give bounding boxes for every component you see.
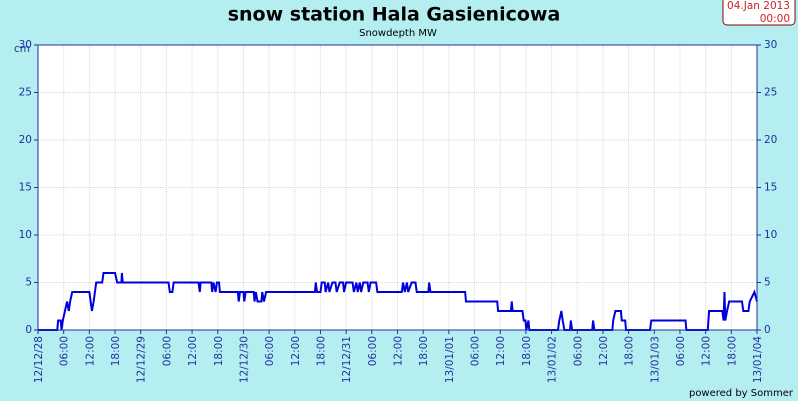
x-tick-label: 18:00: [624, 336, 636, 366]
data-line: [38, 272, 758, 331]
y2-tick-label: 0: [764, 324, 771, 336]
y-tick-label: 15: [19, 182, 32, 194]
y2-tick-label: 5: [764, 277, 771, 289]
y-axis-label: cm: [14, 43, 30, 55]
x-tick-label: 12:00: [290, 336, 302, 366]
x-tick-label: 12:00: [393, 336, 405, 366]
chart-title: snow station Hala Gasienicowa: [228, 4, 561, 26]
x-tick-label: 12/12/31: [341, 336, 353, 383]
x-tick-label: 12/12/29: [136, 336, 148, 383]
x-tick-label: 18:00: [726, 336, 738, 366]
x-tick-label: 12:00: [495, 336, 507, 366]
x-tick-label: 06:00: [572, 336, 584, 366]
x-tick-label: 13/01/03: [649, 336, 661, 383]
footer: powered by Sommer: [689, 388, 794, 399]
y2-tick-label: 10: [764, 229, 777, 241]
x-tick-label: 12/12/28: [33, 336, 45, 383]
timestamp-time: 00:00: [760, 13, 790, 25]
y2-tick-label: 15: [764, 182, 777, 194]
x-tick-label: 12:00: [701, 336, 713, 366]
x-tick-label: 13/01/01: [444, 336, 456, 383]
y-tick-label: 10: [19, 229, 32, 241]
x-tick-label: 06:00: [470, 336, 482, 366]
y-tick-label: 25: [19, 87, 32, 99]
x-tick-label: 06:00: [675, 336, 687, 366]
y-tick-label: 20: [19, 134, 32, 146]
x-tick-label: 06:00: [367, 336, 379, 366]
x-tick-label: 13/01/02: [547, 336, 559, 383]
timestamp-date: 04.Jan 2013: [727, 0, 790, 12]
y2-tick-label: 30: [764, 39, 777, 51]
x-tick-label: 18:00: [521, 336, 533, 366]
y-tick-label: 30: [19, 39, 32, 51]
x-tick-label: 12:00: [598, 336, 610, 366]
y-tick-label: 0: [25, 324, 32, 336]
x-tick-label: 12/12/30: [238, 336, 250, 383]
y-tick-label: 5: [25, 277, 32, 289]
x-tick-label: 12:00: [84, 336, 96, 366]
x-tick-label: 06:00: [161, 336, 173, 366]
x-tick-label: 18:00: [315, 336, 327, 366]
y2-tick-label: 20: [764, 134, 777, 146]
x-tick-label: 12:00: [187, 336, 199, 366]
x-tick-label: 06:00: [59, 336, 71, 366]
y2-tick-label: 25: [764, 87, 777, 99]
chart-subtitle: Snowdepth MW: [359, 28, 437, 39]
x-tick-label: 18:00: [418, 336, 430, 366]
timestamp-box: [722, 0, 796, 26]
x-tick-label: 13/01/04: [752, 336, 764, 383]
x-tick-label: 06:00: [264, 336, 276, 366]
x-tick-label: 18:00: [110, 336, 122, 366]
x-tick-label: 18:00: [213, 336, 225, 366]
